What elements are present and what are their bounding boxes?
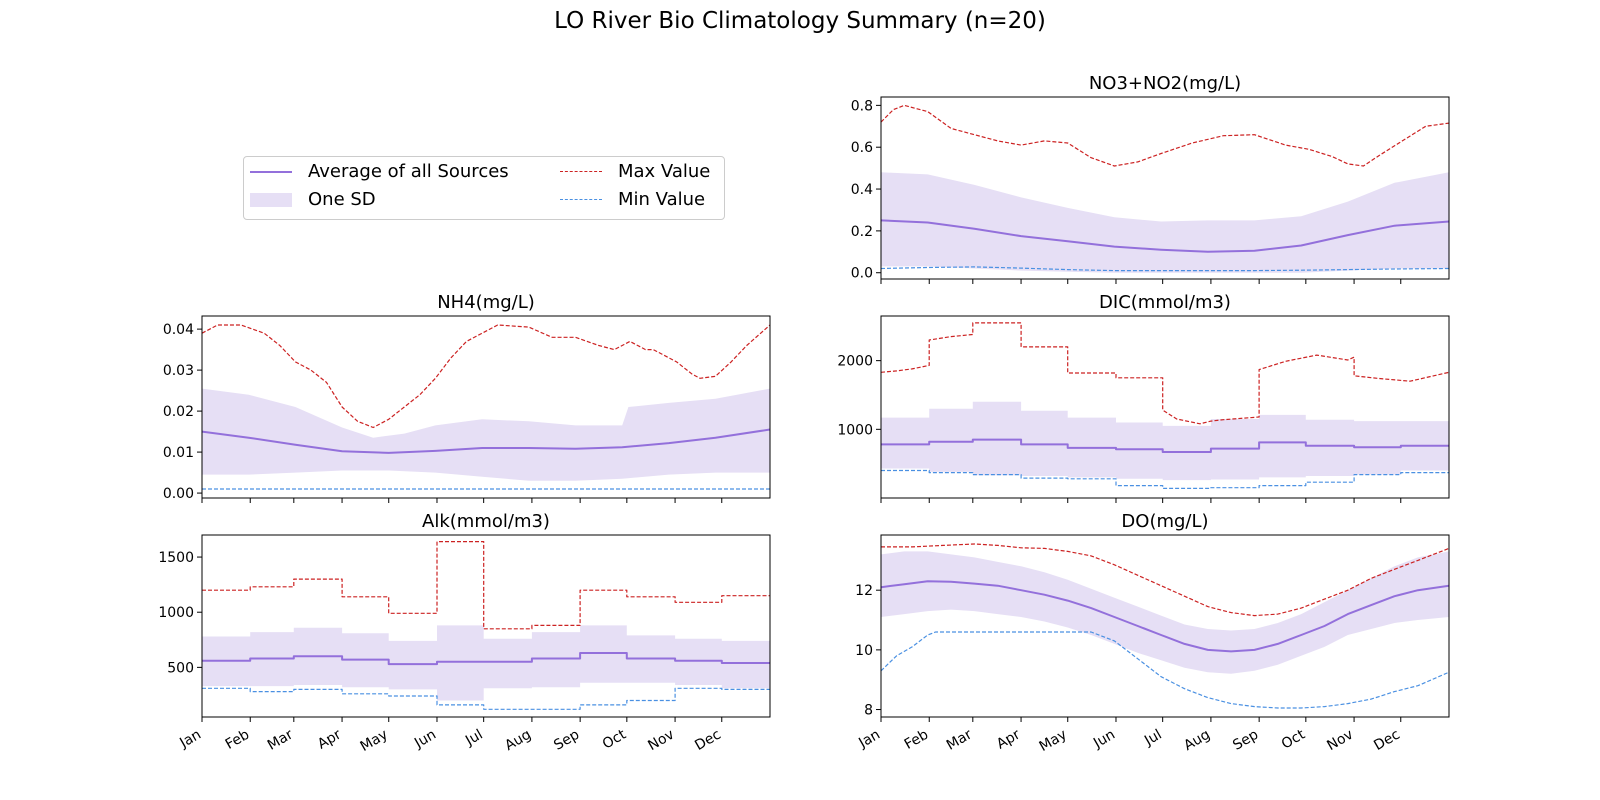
alk-xtick-label: Aug bbox=[502, 727, 534, 755]
dic-panel: DIC(mmol/m3) 1000 2000 bbox=[837, 292, 1450, 503]
no3-max-line bbox=[881, 104, 1449, 167]
nh4-ytick-label: 0.00 bbox=[163, 486, 194, 502]
alk-xtick-label: Nov bbox=[645, 727, 677, 755]
nh4-sd-band bbox=[202, 388, 770, 481]
legend-max-label: Max Value bbox=[618, 161, 711, 182]
do-sd-band bbox=[881, 551, 1449, 674]
do-plot-area bbox=[881, 543, 1449, 709]
legend-item-sd: One SD bbox=[250, 189, 376, 210]
no3-average-line bbox=[881, 219, 1449, 253]
dic-max-line bbox=[881, 322, 1449, 425]
alk-xtick-label: Oct bbox=[600, 726, 629, 752]
do-xtick-label: Nov bbox=[1324, 727, 1356, 755]
legend-average-label: Average of all Sources bbox=[308, 161, 509, 182]
do-ytick-label: 10 bbox=[855, 643, 873, 659]
alk-xtick-label: Feb bbox=[223, 727, 253, 753]
alk-average-line bbox=[202, 652, 770, 666]
figure-title: LO River Bio Climatology Summary (n=20) bbox=[554, 8, 1046, 34]
alk-plot-area bbox=[202, 541, 770, 710]
do-axes-frame bbox=[880, 534, 1450, 718]
legend-max-swatch bbox=[560, 165, 602, 179]
no3-min-line bbox=[881, 266, 1449, 272]
legend-min-swatch bbox=[560, 193, 602, 207]
do-title: DO(mg/L) bbox=[1121, 511, 1208, 532]
no3-panel: NO3+NO2(mg/L) 0.0 0.2 0.4 0.6 0.8 bbox=[851, 73, 1450, 284]
nh4-ytick-label: 0.02 bbox=[163, 404, 194, 420]
no3-ytick-label: 0.4 bbox=[851, 182, 873, 198]
nh4-ytick-label: 0.01 bbox=[163, 445, 194, 461]
alk-xtick-label: Jun bbox=[411, 727, 439, 752]
do-xtick-label: Jan bbox=[855, 727, 883, 752]
do-xtick-label: Feb bbox=[902, 727, 932, 753]
alk-min-line bbox=[202, 687, 770, 710]
alk-title: Alk(mmol/m3) bbox=[422, 511, 550, 532]
dic-average-line bbox=[881, 438, 1449, 453]
do-ytick-label: 12 bbox=[855, 583, 873, 599]
do-panel: DO(mg/L) 8 10 12 Jan Feb Mar Apr May Jun Jul Aug Sep… bbox=[855, 511, 1450, 755]
nh4-title: NH4(mg/L) bbox=[437, 292, 535, 313]
alk-xtick-label: May bbox=[358, 727, 391, 755]
do-xtick-label: Oct bbox=[1279, 726, 1308, 752]
no3-ytick-label: 0.2 bbox=[851, 224, 873, 240]
legend-item-average: Average of all Sources bbox=[250, 161, 509, 182]
alk-xtick-label: Sep bbox=[551, 727, 582, 754]
do-xtick-label: Jul bbox=[1141, 727, 1165, 750]
no3-title: NO3+NO2(mg/L) bbox=[1089, 73, 1241, 94]
do-xtick-label: Jun bbox=[1090, 727, 1118, 752]
legend-item-min: Min Value bbox=[560, 189, 705, 210]
alk-panel: Alk(mmol/m3) 500 1000 1500 Jan Feb Mar Apr May Ju… bbox=[158, 511, 771, 755]
dic-axes-frame bbox=[880, 315, 1450, 499]
dic-min-line bbox=[881, 469, 1449, 489]
do-max-line bbox=[881, 543, 1449, 617]
do-ytick-label: 8 bbox=[864, 703, 873, 719]
no3-ytick-label: 0.8 bbox=[851, 98, 873, 114]
alk-ytick-label: 1000 bbox=[158, 605, 194, 621]
alk-xtick-label: Mar bbox=[265, 726, 296, 753]
legend-min-label: Min Value bbox=[618, 189, 706, 210]
legend: Average of all Sources One SD Max Value … bbox=[243, 156, 725, 220]
do-xtick-label: Dec bbox=[1371, 727, 1402, 754]
nh4-average-line bbox=[202, 428, 770, 454]
alk-max-line bbox=[202, 541, 770, 630]
legend-sd-swatch bbox=[250, 192, 292, 207]
no3-ytick-label: 0.6 bbox=[851, 140, 873, 156]
do-min-line bbox=[881, 631, 1449, 709]
no3-sd-band bbox=[881, 172, 1449, 273]
no3-ytick-label: 0.0 bbox=[851, 266, 873, 282]
nh4-plot-area bbox=[202, 324, 770, 490]
do-xtick-label: Sep bbox=[1230, 727, 1261, 754]
alk-axes-frame bbox=[201, 534, 771, 718]
alk-ytick-label: 1500 bbox=[158, 550, 194, 566]
dic-sd-band bbox=[881, 401, 1449, 481]
do-xtick-label: Mar bbox=[944, 726, 975, 753]
alk-xtick-label: Jan bbox=[176, 727, 204, 752]
alk-xtick-label: Jul bbox=[462, 727, 486, 750]
nh4-panel: NH4(mg/L) 0.00 0.01 0.02 0.03 0.04 bbox=[163, 292, 771, 503]
no3-plot-area bbox=[881, 104, 1449, 273]
dic-plot-area bbox=[881, 322, 1449, 489]
legend-average-swatch bbox=[250, 165, 292, 179]
legend-sd-label: One SD bbox=[308, 189, 376, 210]
dic-ytick-label: 1000 bbox=[837, 422, 873, 438]
nh4-axes-frame bbox=[201, 315, 771, 499]
do-average-line bbox=[881, 580, 1449, 653]
legend-item-max: Max Value bbox=[560, 161, 710, 182]
alk-ytick-label: 500 bbox=[167, 660, 194, 676]
alk-xtick-label: Dec bbox=[692, 727, 723, 754]
dic-title: DIC(mmol/m3) bbox=[1099, 292, 1231, 313]
alk-sd-band bbox=[202, 625, 770, 701]
nh4-max-line bbox=[202, 324, 770, 429]
dic-ytick-label: 2000 bbox=[837, 354, 873, 370]
do-xtick-label: Apr bbox=[994, 726, 1023, 752]
alk-xtick-label: Apr bbox=[315, 726, 344, 752]
no3-axes-frame bbox=[880, 96, 1450, 280]
do-xtick-label: Aug bbox=[1181, 727, 1213, 755]
nh4-ytick-label: 0.04 bbox=[163, 322, 194, 338]
nh4-ytick-label: 0.03 bbox=[163, 363, 194, 379]
do-xtick-label: May bbox=[1037, 727, 1070, 755]
